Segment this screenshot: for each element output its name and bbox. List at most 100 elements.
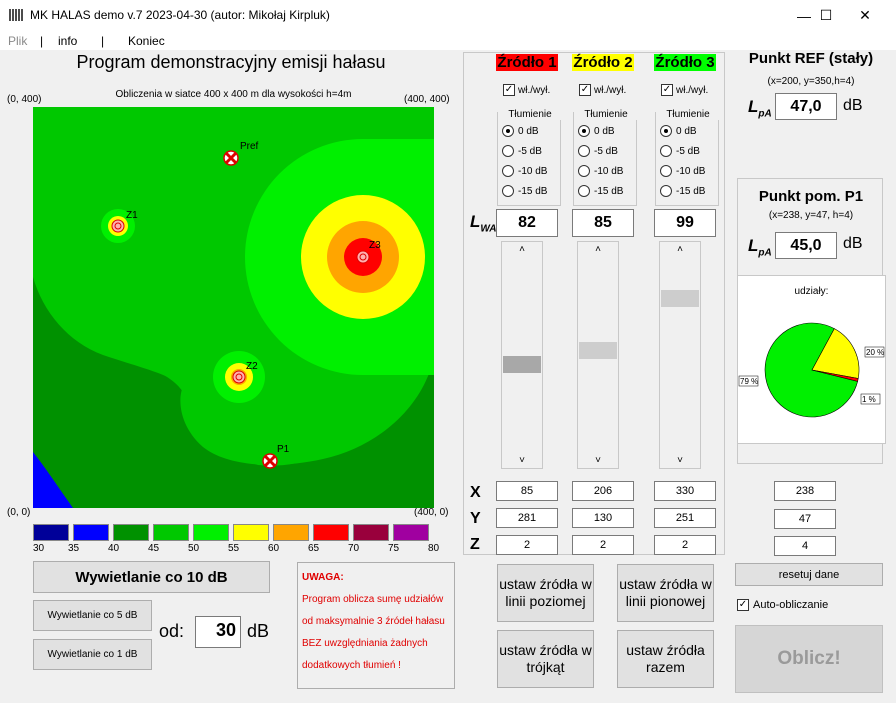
minimize-button[interactable]: — [797,7,811,24]
vertical-line-button[interactable]: ustaw źródła w linii pionowej [617,564,714,622]
attenuation-radio[interactable] [578,185,590,197]
display-10db-button[interactable]: Wywietlanie co 10 dB [33,561,270,593]
attenuation-radio[interactable] [660,145,672,157]
source-z1-icon[interactable] [110,218,126,234]
calculate-button[interactable]: Oblicz! [735,625,883,693]
auto-calc-checkbox[interactable]: ✓ [737,599,749,611]
attenuation-radio[interactable] [578,125,590,137]
menu-koniec[interactable]: Koniec [128,34,165,48]
display-5db-button[interactable]: Wywietlanie co 5 dB [33,600,152,631]
slider-down-icon[interactable]: ˅ [519,455,525,466]
attenuation-option[interactable]: -5 dB [660,145,700,157]
source-1-onoff[interactable]: ✓ wł./wył. [503,84,550,96]
source-3-onoff[interactable]: ✓ wł./wył. [661,84,708,96]
attenuation-radio[interactable] [502,185,514,197]
program-title: Program demonstracyjny emisji hałasu [76,52,386,72]
source-2-checkbox[interactable]: ✓ [579,84,591,96]
source-1-x-input[interactable]: 85 [496,481,558,501]
attenuation-radio[interactable] [502,125,514,137]
legend-swatch [153,524,189,541]
slider-thumb[interactable] [503,355,541,373]
attenuation-radio[interactable] [660,165,672,177]
attenuation-option[interactable]: -15 dB [502,185,547,197]
attenuation-radio[interactable] [660,125,672,137]
display-1db-button[interactable]: Wywietlanie co 1 dB [33,639,152,670]
attenuation-option[interactable]: -10 dB [578,165,623,177]
triangle-button[interactable]: ustaw źródła w trójkąt [497,630,594,688]
source-3-lwa[interactable]: 99 [654,209,716,237]
close-button[interactable]: ✕ [859,7,871,23]
corner-top-left: (0, 400) [7,94,42,105]
menu-info[interactable]: info [58,34,78,48]
attenuation-option-label: 0 dB [594,125,615,137]
source-3-y-input[interactable]: 251 [654,508,716,528]
source-1-checkbox[interactable]: ✓ [503,84,515,96]
together-button[interactable]: ustaw źródła razem [617,630,714,688]
attenuation-option[interactable]: -10 dB [660,165,705,177]
warning-line: od maksymalnie 3 źródeł hałasu [302,616,445,627]
slider-down-icon[interactable]: ˅ [595,455,601,466]
slider-down-icon[interactable]: ˅ [677,455,683,466]
attenuation-option[interactable]: -5 dB [502,145,542,157]
ref-lpa-value: 47,0 [775,93,837,120]
source-1-y-input[interactable]: 281 [496,508,558,528]
reset-button[interactable]: resetuj dane [735,563,883,586]
slider-up-icon[interactable]: ˄ [677,244,683,255]
attenuation-option[interactable]: -10 dB [502,165,547,177]
p1-marker-icon[interactable] [262,453,278,469]
horizontal-line-button[interactable]: ustaw źródła w linii poziomej [497,564,594,622]
legend-value: 80 [428,543,440,554]
pref-marker-icon[interactable] [223,150,239,166]
source-1-attenuation: Tłumienie 0 dB -5 dB -10 dB -15 dB [497,109,562,206]
source-z3-icon[interactable] [355,249,371,265]
p1-lpa-label: LpA [748,236,772,259]
source-3-attenuation: Tłumienie 0 dB -5 dB -10 dB -15 dB [655,109,720,206]
source-2-onoff[interactable]: ✓ wł./wył. [579,84,626,96]
pie-label-box [738,375,759,387]
source-3-slider[interactable]: ˄ ˅ [659,241,701,469]
attenuation-title: Tłumienie [498,109,562,120]
attenuation-radio[interactable] [502,145,514,157]
auto-calc-row[interactable]: ✓ Auto-obliczanie [737,599,828,611]
ref-lpa-unit: dB [843,97,863,114]
source-2-z-input[interactable]: 2 [572,535,634,555]
source-2-slider[interactable]: ˄ ˅ [577,241,619,469]
source-2-x-input[interactable]: 206 [572,481,634,501]
p1-z-input[interactable]: 4 [774,536,836,556]
source-3-title: Źródło 3 [654,54,716,71]
attenuation-radio[interactable] [502,165,514,177]
source-3-checkbox[interactable]: ✓ [661,84,673,96]
slider-up-icon[interactable]: ˄ [519,244,525,255]
source-2-y-input[interactable]: 130 [572,508,634,528]
p1-y-input[interactable]: 47 [774,509,836,529]
source-2-lwa[interactable]: 85 [572,209,634,237]
source-3-x-input[interactable]: 330 [654,481,716,501]
attenuation-option[interactable]: -5 dB [578,145,618,157]
maximize-button[interactable]: ☐ [819,7,833,23]
p1-x-input[interactable]: 238 [774,481,836,501]
attenuation-option[interactable]: 0 dB [578,125,615,137]
source-3-z-input[interactable]: 2 [654,535,716,555]
source-1-slider[interactable]: ˄ ˅ [501,241,543,469]
source-z2-icon[interactable] [231,369,247,385]
source-1-z-input[interactable]: 2 [496,535,558,555]
slider-thumb[interactable] [579,341,617,359]
slider-up-icon[interactable]: ˄ [595,244,601,255]
source-1-lwa[interactable]: 82 [496,209,558,237]
noise-map[interactable]: Pref Z1 Z3 Z2 P1 [33,107,434,508]
attenuation-option[interactable]: 0 dB [502,125,539,137]
attenuation-radio[interactable] [578,165,590,177]
slider-thumb[interactable] [661,290,699,308]
source-2-onoff-label: wł./wył. [594,84,627,96]
attenuation-option[interactable]: -15 dB [578,185,623,197]
attenuation-option[interactable]: 0 dB [660,125,697,137]
pie-slice-label: 20 % [866,348,884,357]
legend-value: 50 [188,543,200,554]
menu-plik[interactable]: Plik [8,34,28,48]
attenuation-radio[interactable] [660,185,672,197]
warning-line: BEZ uwzględniania żadnych [302,638,428,649]
attenuation-radio[interactable] [578,145,590,157]
attenuation-option[interactable]: -15 dB [660,185,705,197]
attenuation-option-label: -5 dB [594,145,618,157]
od-input[interactable]: 30 [195,616,241,648]
